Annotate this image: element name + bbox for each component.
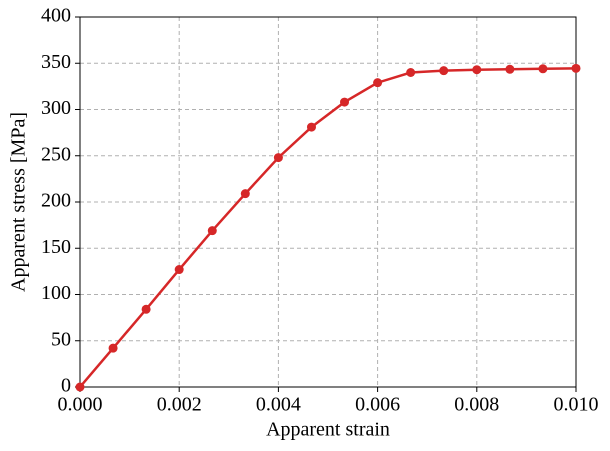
x-tick-label: 0.000 xyxy=(58,394,103,416)
data-point xyxy=(306,122,316,132)
y-tick-label: 300 xyxy=(41,97,71,119)
data-point xyxy=(406,68,416,77)
data-point xyxy=(340,97,350,107)
y-tick-label: 0 xyxy=(61,375,71,397)
data-line xyxy=(79,67,577,388)
data-point xyxy=(439,66,449,76)
data-point xyxy=(505,64,515,74)
y-tick-label: 50 xyxy=(51,328,71,350)
x-axis-label: Apparent strain xyxy=(266,419,390,441)
data-point xyxy=(538,64,548,74)
x-tick-label: 0.008 xyxy=(454,394,499,416)
y-tick-label: 400 xyxy=(41,5,71,27)
data-point xyxy=(108,343,118,353)
data-point xyxy=(472,65,482,75)
x-tick-label: 0.004 xyxy=(256,394,301,416)
data-point xyxy=(207,226,217,236)
y-tick-label: 200 xyxy=(41,190,71,212)
y-axis-label: Apparent stress [MPa] xyxy=(8,112,30,292)
plot-frame xyxy=(79,16,577,388)
y-tick-label: 250 xyxy=(41,143,71,165)
data-point xyxy=(240,189,250,199)
x-tick-label: 0.006 xyxy=(355,394,400,416)
data-point xyxy=(141,304,151,314)
y-tick-label: 350 xyxy=(41,51,71,73)
y-tick-label: 150 xyxy=(41,236,71,258)
y-tick-label: 100 xyxy=(41,282,71,304)
data-point xyxy=(75,382,85,392)
data-point xyxy=(373,78,383,88)
x-tick-label: 0.002 xyxy=(157,394,202,416)
data-point xyxy=(571,63,581,73)
data-point xyxy=(273,153,283,163)
x-tick-label: 0.010 xyxy=(554,394,599,416)
data-point xyxy=(174,265,184,275)
